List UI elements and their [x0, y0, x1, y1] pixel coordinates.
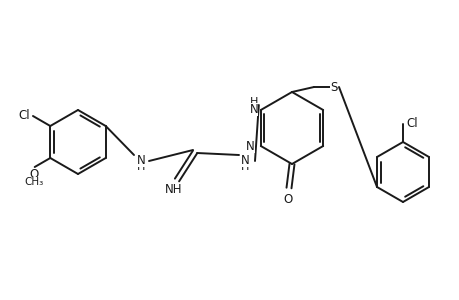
Text: H: H: [249, 97, 257, 107]
Text: N: N: [249, 103, 257, 116]
Text: Cl: Cl: [18, 109, 30, 122]
Text: CH₃: CH₃: [24, 177, 43, 187]
Text: H: H: [136, 162, 145, 172]
Text: N: N: [240, 154, 249, 166]
Text: O: O: [283, 193, 292, 206]
Text: N: N: [136, 154, 145, 166]
Text: NH: NH: [165, 183, 182, 196]
Text: Cl: Cl: [405, 116, 417, 130]
Text: H: H: [241, 162, 249, 172]
Text: O: O: [29, 168, 38, 181]
Text: S: S: [330, 80, 337, 94]
Text: N: N: [246, 140, 254, 152]
